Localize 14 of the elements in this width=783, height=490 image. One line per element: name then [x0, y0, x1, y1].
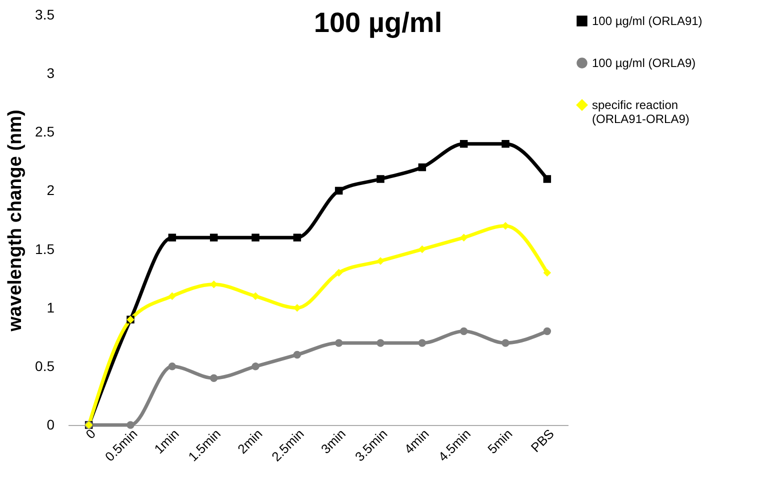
- legend-label: specific reaction (ORLA91-ORLA9): [592, 98, 690, 126]
- x-tick-label: 0: [82, 426, 99, 442]
- y-tick-label: 0.5: [35, 358, 55, 374]
- y-tick-label: 3.5: [35, 6, 55, 22]
- chart-title: 100 µg/ml: [314, 7, 442, 38]
- y-tick-label: 2: [46, 182, 55, 198]
- legend-label: 100 µg/ml (ORLA9): [592, 56, 696, 70]
- y-axis-title: wavelength change (nm): [5, 110, 26, 332]
- y-tick-label: 1: [46, 299, 55, 316]
- y-tick-label: 3: [46, 65, 55, 82]
- y-tick-label: 2.5: [35, 124, 55, 140]
- x-tick-label: 4min: [401, 426, 432, 457]
- legend-label: 100 µg/ml (ORLA91): [592, 14, 702, 28]
- y-tick-label: 1.5: [35, 240, 55, 257]
